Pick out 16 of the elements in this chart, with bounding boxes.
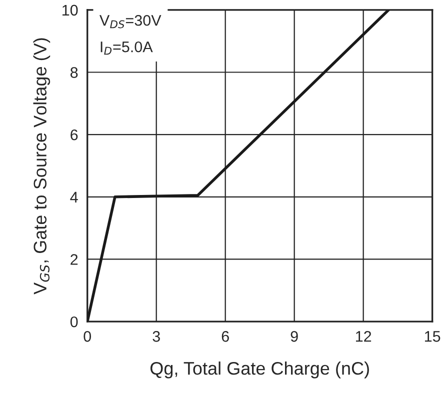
y-axis-title: V$_{GS}$, Gate to Source Voltage (V)	[33, 38, 50, 294]
x-tick-label: 9	[290, 331, 298, 342]
y-tick-label: 10	[62, 4, 78, 16]
x-tick-label: 12	[356, 331, 372, 342]
x-tick-label: 6	[222, 331, 229, 342]
x-axis-title: Qg, Total Gate Charge (nC)	[150, 362, 369, 378]
y-tick-label: 0	[70, 316, 78, 328]
x-tick-label: 0	[84, 331, 92, 342]
x-tick-label: 15	[424, 331, 440, 342]
annotation: I$_{D}$=5.0A	[100, 41, 153, 55]
y-tick-label: 8	[70, 67, 78, 78]
annotation: V$_{DS}$=30V	[100, 14, 162, 28]
y-tick-label: 2	[70, 254, 78, 265]
y-tick-label: 4	[70, 192, 78, 202]
x-tick-label: 3	[152, 331, 160, 342]
y-tick-label: 6	[70, 129, 78, 140]
